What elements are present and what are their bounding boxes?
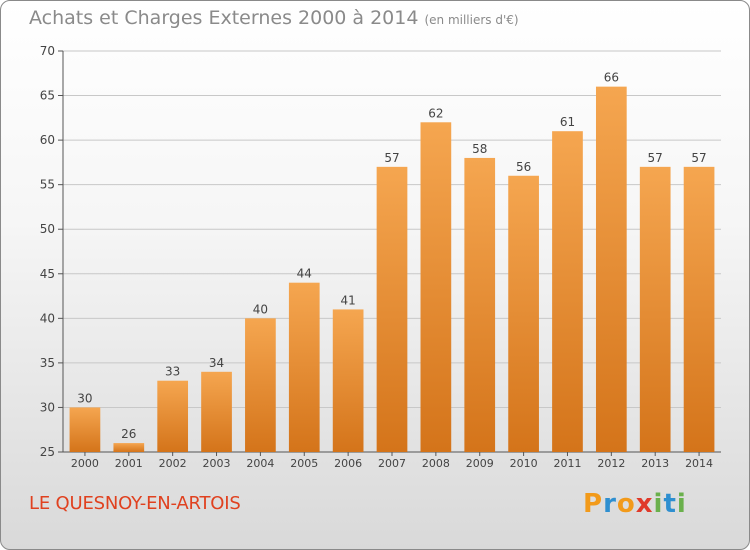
x-tick-label: 2005 [290,457,318,470]
data-label: 57 [384,151,399,165]
logo-letter: x [635,489,654,519]
x-tick-label: 2014 [685,457,713,470]
data-label: 44 [297,267,312,281]
x-tick-label: 2002 [159,457,187,470]
chart-title: Achats et Charges Externes 2000 à 2014 [29,7,419,29]
data-label: 30 [77,391,92,405]
data-label: 41 [340,293,355,307]
bar [157,380,189,452]
data-label: 26 [121,427,136,441]
x-tick-label: 2000 [71,457,99,470]
data-label: 57 [648,151,663,165]
data-label: 62 [428,106,443,120]
chart-unit: (en milliers d'€) [424,13,519,27]
x-tick-label: 2007 [378,457,406,470]
y-tick-label: 55 [40,178,55,192]
bar [595,86,627,453]
commune-name: LE QUESNOY-EN-ARTOIS [29,493,241,514]
y-tick-label: 40 [40,311,55,325]
logo-letter: i [676,489,687,519]
data-label: 56 [516,160,531,174]
logo-letter: r [603,489,617,519]
y-tick-label: 50 [40,222,55,236]
bar [639,166,671,452]
bar [288,282,320,452]
y-tick-label: 70 [40,44,55,58]
y-tick-label: 30 [40,400,55,414]
y-tick-label: 25 [40,445,55,459]
x-tick-label: 2008 [422,457,450,470]
data-label: 58 [472,142,487,156]
x-tick-label: 2006 [334,457,362,470]
bar [376,166,408,452]
y-tick-label: 35 [40,356,55,370]
data-label: 34 [209,356,224,370]
data-label: 66 [604,71,619,85]
x-tick-label: 2001 [115,457,143,470]
data-label: 57 [691,151,706,165]
x-tick-label: 2004 [246,457,274,470]
bar [420,122,452,453]
bar [683,166,715,452]
chart-title-block: Achats et Charges Externes 2000 à 2014 (e… [29,7,519,29]
x-tick-label: 2009 [466,457,494,470]
x-tick-label: 2003 [203,457,231,470]
logo-letter: o [616,489,636,519]
data-label: 61 [560,115,575,129]
logo-letter: i [653,489,664,519]
bar [201,371,232,452]
bar [245,318,276,452]
x-tick-label: 2010 [510,457,538,470]
data-label: 40 [253,302,268,316]
bar [552,131,583,452]
bar [69,407,101,452]
y-tick-label: 60 [40,133,55,147]
data-label: 33 [165,365,180,379]
logo-letter: P [583,489,604,519]
bar [464,157,496,452]
x-tick-label: 2012 [597,457,625,470]
proxiti-logo: Proxiti [583,489,687,519]
logo-letter: t [663,489,677,519]
x-tick-label: 2013 [641,457,669,470]
bar [113,443,145,452]
y-tick-label: 45 [40,267,55,281]
y-tick-label: 65 [40,89,55,103]
bar [508,175,539,452]
bar [332,309,364,452]
x-tick-label: 2011 [553,457,581,470]
